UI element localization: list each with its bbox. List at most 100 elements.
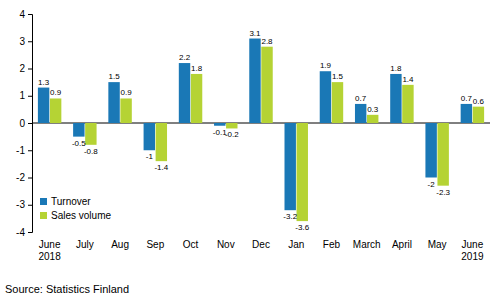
zero-line: [32, 123, 490, 124]
y-tick-mark: [28, 96, 32, 97]
plot: -4-3-2-101234June2018JulyAugSepOctNovDec…: [16, 9, 490, 262]
y-tick: -2: [16, 172, 32, 183]
bar: [437, 123, 448, 186]
data-label: -1: [146, 152, 154, 161]
y-tick-label: -3: [16, 199, 25, 210]
bar: [226, 123, 237, 128]
x-tick-label: July: [76, 239, 94, 250]
y-axis: -4-3-2-101234: [16, 9, 32, 238]
data-label: 0.7: [355, 94, 367, 103]
x-tick-label: Nov: [217, 239, 235, 250]
data-labels: 1.3-0.51.5-12.2-0.13.1-3.21.90.71.8-20.7…: [38, 29, 484, 233]
source: Source: Statistics Finland: [5, 283, 129, 295]
x-tick-label: Dec: [252, 239, 270, 250]
bar: [402, 85, 413, 123]
y-tick-mark: [28, 205, 32, 206]
x-tick-label-part: 2019: [461, 251, 484, 262]
data-label: 1.9: [320, 61, 332, 70]
x-tick: April: [392, 238, 412, 250]
x-tick-label: May: [428, 239, 447, 250]
x-tick-label-part: Dec: [252, 239, 270, 250]
x-tick: June2019: [461, 238, 484, 262]
legend: Turnover Sales volume: [40, 196, 111, 221]
x-tick-label: Aug: [111, 239, 129, 250]
bar: [50, 98, 61, 123]
y-tick-label: 3: [19, 36, 25, 47]
x-tick: May: [428, 238, 447, 250]
x-tick-label-part: Feb: [323, 239, 341, 250]
x-tick: Sep: [146, 238, 164, 250]
legend-label: Sales volume: [51, 210, 111, 221]
y-tick-label: -4: [16, 227, 25, 238]
y-tick-mark: [28, 14, 32, 15]
x-tick-label-part: June: [462, 239, 484, 250]
bar: [85, 123, 96, 145]
y-tick: -4: [16, 227, 32, 238]
data-label: -2.3: [436, 188, 450, 197]
x-tick-label: April: [392, 239, 412, 250]
x-tick-label: Oct: [183, 239, 199, 250]
bar: [191, 74, 202, 123]
x-tick-label: June2019: [461, 239, 484, 262]
x-tick-label-part: Sep: [146, 239, 164, 250]
bar: [120, 98, 131, 123]
data-label: -3.2: [283, 212, 297, 221]
data-label: -0.2: [225, 130, 239, 139]
x-tick: March: [353, 238, 381, 250]
y-tick-mark: [28, 123, 32, 124]
bar: [73, 123, 84, 137]
bar: [261, 47, 272, 123]
chart: -4-3-2-101234June2018JulyAugSepOctNovDec…: [0, 0, 493, 304]
x-tick: Nov: [217, 238, 235, 250]
data-label: 0.9: [50, 88, 62, 97]
data-label: -2: [428, 180, 436, 189]
data-label: 1.8: [390, 64, 402, 73]
x-tick-label: Jan: [288, 239, 304, 250]
x-tick-label-part: April: [392, 239, 412, 250]
x-tick-label-part: 2018: [38, 251, 61, 262]
y-tick: 1: [19, 90, 32, 101]
x-tick: Feb: [323, 238, 341, 250]
x-tick: Aug: [111, 238, 129, 250]
bar: [367, 115, 378, 123]
data-label: -3.6: [295, 223, 309, 232]
x-tick: June2018: [38, 238, 61, 262]
bar: [425, 123, 436, 178]
y-tick-mark: [28, 69, 32, 70]
x-axis: June2018JulyAugSepOctNovDecJanFebMarchAp…: [38, 238, 483, 262]
y-tick-label: 2: [19, 63, 25, 74]
x-tick-label-part: Nov: [217, 239, 235, 250]
legend-item: Sales volume: [40, 210, 111, 221]
y-tick-mark: [28, 232, 32, 233]
data-label: 1.4: [402, 75, 414, 84]
y-tick-mark: [28, 150, 32, 151]
data-label: 0.9: [121, 88, 133, 97]
x-tick-label: Feb: [323, 239, 341, 250]
data-label: 1.5: [332, 72, 344, 81]
legend-label: Turnover: [51, 196, 91, 207]
data-label: -0.8: [84, 147, 98, 156]
x-tick: Dec: [252, 238, 270, 250]
y-tick-label: 4: [19, 9, 25, 20]
bar: [144, 123, 155, 150]
data-label: -1.4: [154, 163, 168, 172]
bar: [285, 123, 296, 210]
data-label: 0.7: [461, 94, 473, 103]
x-tick: Jan: [288, 238, 304, 250]
bar: [461, 104, 472, 123]
bar: [179, 63, 190, 123]
y-tick-label: 1: [19, 90, 25, 101]
data-label: 2.2: [179, 53, 191, 62]
bars: [38, 39, 484, 222]
data-label: 1.5: [108, 72, 120, 81]
y-tick: 0: [19, 118, 32, 129]
y-tick-mark: [28, 41, 32, 42]
y-tick-label: 0: [19, 118, 25, 129]
y-tick: 4: [19, 9, 32, 20]
bar: [108, 82, 119, 123]
bar: [355, 104, 366, 123]
x-tick-label: Sep: [146, 239, 164, 250]
bar: [38, 88, 49, 123]
bar: [297, 123, 308, 221]
legend-swatch: [40, 212, 47, 219]
